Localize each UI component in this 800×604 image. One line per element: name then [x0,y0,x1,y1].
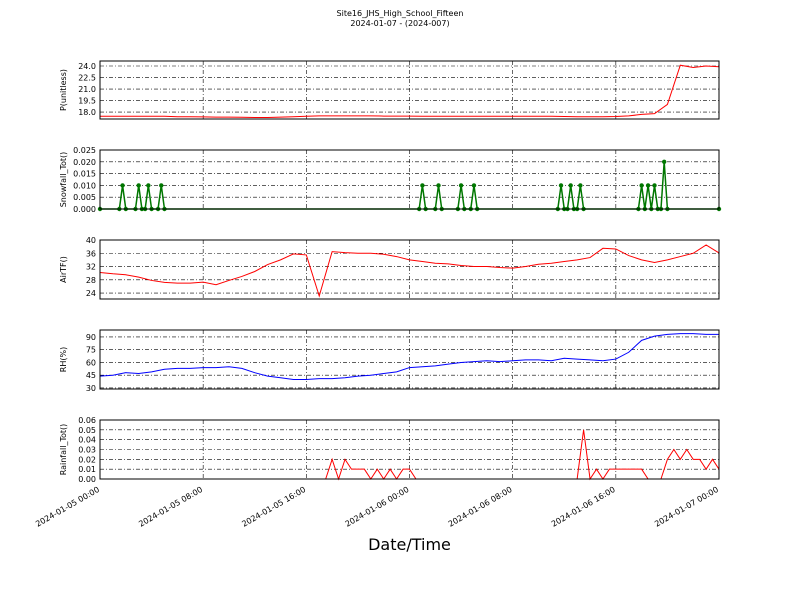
y-tick-label: 0.01 [78,465,96,474]
data-point [159,183,164,188]
y-tick-label: 0.000 [73,205,96,214]
data-point [146,183,151,188]
y-tick-label: 0.005 [73,193,96,202]
data-line [99,333,719,380]
data-point [652,183,657,188]
y-tick-label: 0.04 [78,436,96,445]
y-tick-label: 32 [86,263,96,272]
chart-subtitle: 2024-01-07 - (2024-007) [350,19,449,28]
y-tick-label: 24.0 [78,62,96,71]
y-tick-label: 0.02 [78,455,96,464]
data-point [661,159,667,164]
y-tick-label: 36 [86,249,96,258]
y-tick-label: 0.03 [78,446,96,455]
plot-frame [99,60,720,120]
y-tick-label: 0.06 [78,416,96,425]
y-tick-label: 19.5 [78,97,96,106]
data-point [458,183,464,188]
y-axis-label: Rainfall_Tot() [59,424,68,476]
x-axis-label: Date/Time [368,535,451,554]
y-tick-label: 30 [86,384,96,393]
data-point [645,183,651,188]
y-tick-label: 45 [86,371,96,380]
y-axis-label: P(unitless) [59,69,68,111]
data-point [136,183,141,188]
y-tick-label: 0.025 [73,146,96,155]
y-tick-label: 0.010 [73,181,96,190]
data-point [558,183,564,188]
y-tick-label: 18.0 [78,108,96,117]
data-line [100,429,720,481]
plot-frame [99,149,720,210]
data-point [639,183,644,188]
y-tick-label: 22.5 [78,74,96,83]
plot-frame [99,239,720,300]
y-axis-label: AirTF() [59,256,68,283]
data-point [578,183,583,188]
y-tick-label: 0.00 [78,475,96,484]
data-point [568,183,573,188]
y-tick-label: 0.05 [78,426,96,435]
y-tick-label: 60 [86,358,96,367]
data-line [99,244,720,298]
y-tick-label: 28 [86,276,96,285]
data-point [436,183,441,188]
y-tick-label: 40 [86,236,96,245]
y-tick-label: 21.0 [78,85,96,94]
data-point [471,183,477,188]
y-tick-label: 75 [86,346,96,355]
y-tick-label: 24 [86,289,96,298]
data-point [120,183,125,188]
y-tick-label: 0.015 [73,170,96,179]
data-point [420,183,425,188]
y-tick-label: 0.020 [73,158,96,167]
chart-title: Site16_JHS_High_School_Fifteen [337,9,464,18]
plot-frame [99,329,720,390]
plot-frame [99,419,720,480]
data-line [100,64,720,118]
y-axis-label: RH(%) [59,347,68,372]
y-axis-label: Snowfall_Tot() [59,152,68,208]
y-tick-label: 90 [86,333,96,342]
